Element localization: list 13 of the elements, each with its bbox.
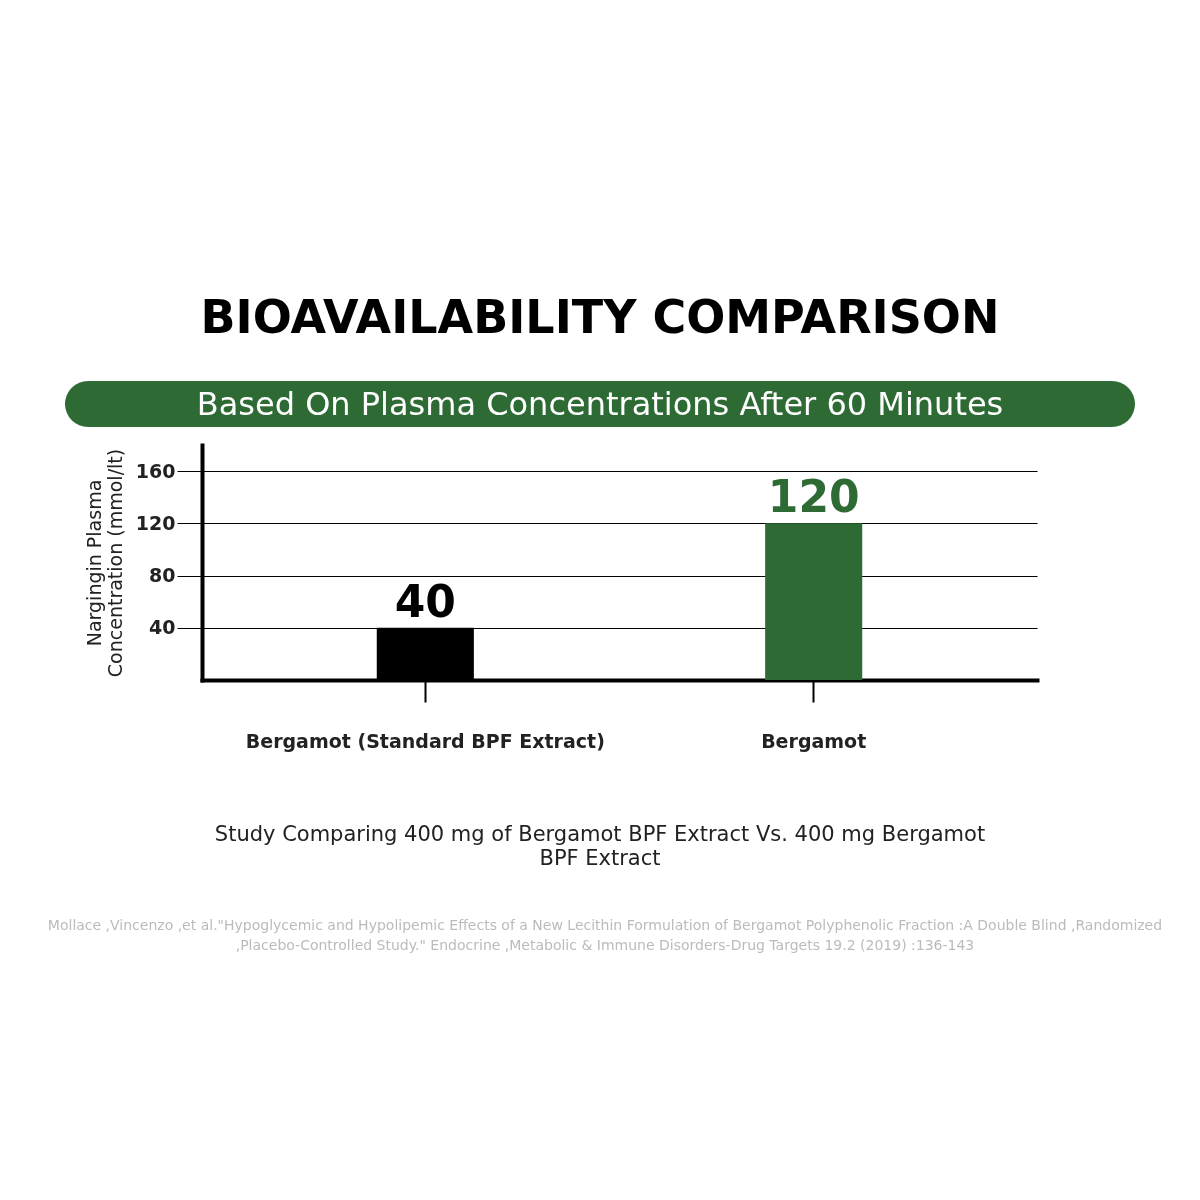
y-axis-title: Nargingin Plasma Concentration (mmol/lt) [82, 448, 126, 678]
y-tick-label: 40 [149, 616, 176, 639]
chart-title: BIOAVAILABILITY COMPARISON [199, 290, 1001, 344]
x-tick-label: Bergamot (Standard BPF Extract) [245, 729, 605, 752]
text: Study Comparing 400 mg of Bergamot BPF Extract Vs. 400 mg Bergamot BPF Extract [213, 822, 987, 870]
x-tick-label: Bergamot [761, 729, 867, 752]
y-tick-label: 120 [135, 511, 176, 534]
y-tick-label: 160 [135, 459, 176, 482]
y-tick-label: 80 [149, 564, 176, 587]
data-label: 120 [767, 471, 860, 523]
text: Mollace ,Vincenzo ,et al."Hypoglycemic and Hypolipemic Effects of a New Lecithin Formulation of Bergamot Polyphenolic Fraction :A Double Blind ,Randomized ,Placebo-Controlled Study." Endocrine ,Metabolic & Immune Disorders-Drug Targets 19.2 (2019) :136-143 [46, 916, 1164, 955]
data-label: 40 [394, 575, 456, 627]
chart-subtitle: Based On Plasma Concentrations After 60 Minutes [65, 381, 1135, 427]
